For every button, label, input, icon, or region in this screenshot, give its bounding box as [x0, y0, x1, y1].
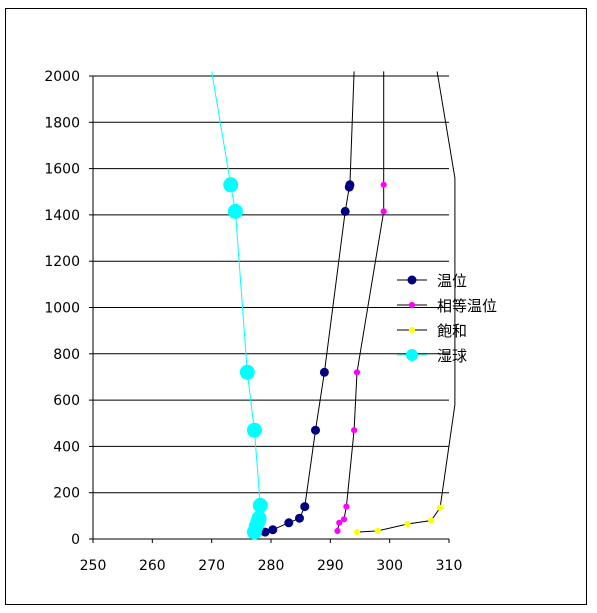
series-2-point-4: [437, 504, 444, 511]
series-0-point-1: [268, 525, 278, 535]
plot-series: [211, 71, 456, 540]
series-3-point-5: [246, 422, 262, 438]
tick-labels: 0 200 400 600 800 1000 1200 1400 1600 1800 2000 250…: [44, 69, 462, 574]
series-2-point-3: [428, 517, 435, 524]
x-tick-label-4: 290: [317, 558, 344, 574]
axes: [89, 75, 450, 543]
y-tick-label-8: 1600: [44, 162, 80, 178]
y-tick-label-2: 400: [53, 439, 80, 455]
series-1-point-0: [334, 527, 341, 535]
gridlines: [93, 75, 449, 494]
x-tick-label-2: 270: [198, 558, 225, 574]
series-0-point-4: [300, 502, 310, 512]
series-1-point-5: [353, 369, 361, 376]
series-1-point-7: [380, 181, 387, 188]
x-tick-label-6: 310: [436, 558, 463, 574]
series-3-point-8: [223, 177, 239, 193]
series-3-point-6: [239, 364, 255, 380]
x-tick-label-5: 300: [376, 558, 403, 574]
x-tick-label-1: 260: [139, 558, 166, 574]
series-1-point-1: [336, 519, 343, 526]
series-1-point-2: [340, 516, 348, 523]
series-0-point-3: [295, 513, 304, 523]
x-tick-label-0: 250: [80, 558, 107, 574]
series-line-3: [211, 71, 261, 533]
y-tick-label-10: 2000: [44, 69, 80, 85]
y-tick-label-5: 1000: [44, 301, 80, 317]
series-2-point-2: [404, 520, 411, 528]
legend-label-0: 温位: [437, 272, 467, 290]
series-line-1: [337, 71, 385, 532]
x-tick-label-3: 280: [258, 558, 285, 574]
series-0-point-5: [311, 425, 320, 435]
series-1-point-4: [351, 427, 358, 434]
series-3-point-3: [251, 510, 267, 526]
y-tick-label-9: 1800: [44, 115, 80, 131]
legend-marker-3: [406, 349, 418, 361]
series-line-2: [356, 71, 456, 533]
legend-label-2: 飽和: [437, 322, 467, 340]
series-2-point-1: [374, 527, 381, 535]
series-1-point-6: [380, 208, 387, 215]
legend-marker-0: [407, 275, 417, 285]
y-tick-label-1: 200: [53, 486, 80, 502]
chart-area: [5, 8, 587, 605]
y-tick-label-4: 800: [53, 347, 80, 363]
series-2-point-0: [353, 529, 361, 536]
y-tick-label-0: 0: [71, 532, 80, 548]
series-0-point-6: [319, 367, 329, 377]
series-1-point-3: [343, 503, 350, 510]
series-0-point-9: [345, 180, 355, 190]
series-3-point-7: [227, 203, 243, 219]
legend-marker-2: [408, 326, 416, 334]
legend-marker-1: [408, 301, 416, 309]
series-line-0: [264, 71, 355, 533]
legend-label-3: 湿球: [437, 347, 467, 365]
legend-label-1: 相等温位: [437, 297, 497, 315]
y-tick-label-7: 1400: [44, 208, 80, 224]
y-tick-label-6: 1200: [44, 254, 80, 270]
series-0-point-2: [284, 518, 294, 528]
series-0-point-7: [340, 206, 350, 216]
y-tick-label-3: 600: [53, 393, 80, 409]
series-3-point-4: [252, 497, 268, 513]
